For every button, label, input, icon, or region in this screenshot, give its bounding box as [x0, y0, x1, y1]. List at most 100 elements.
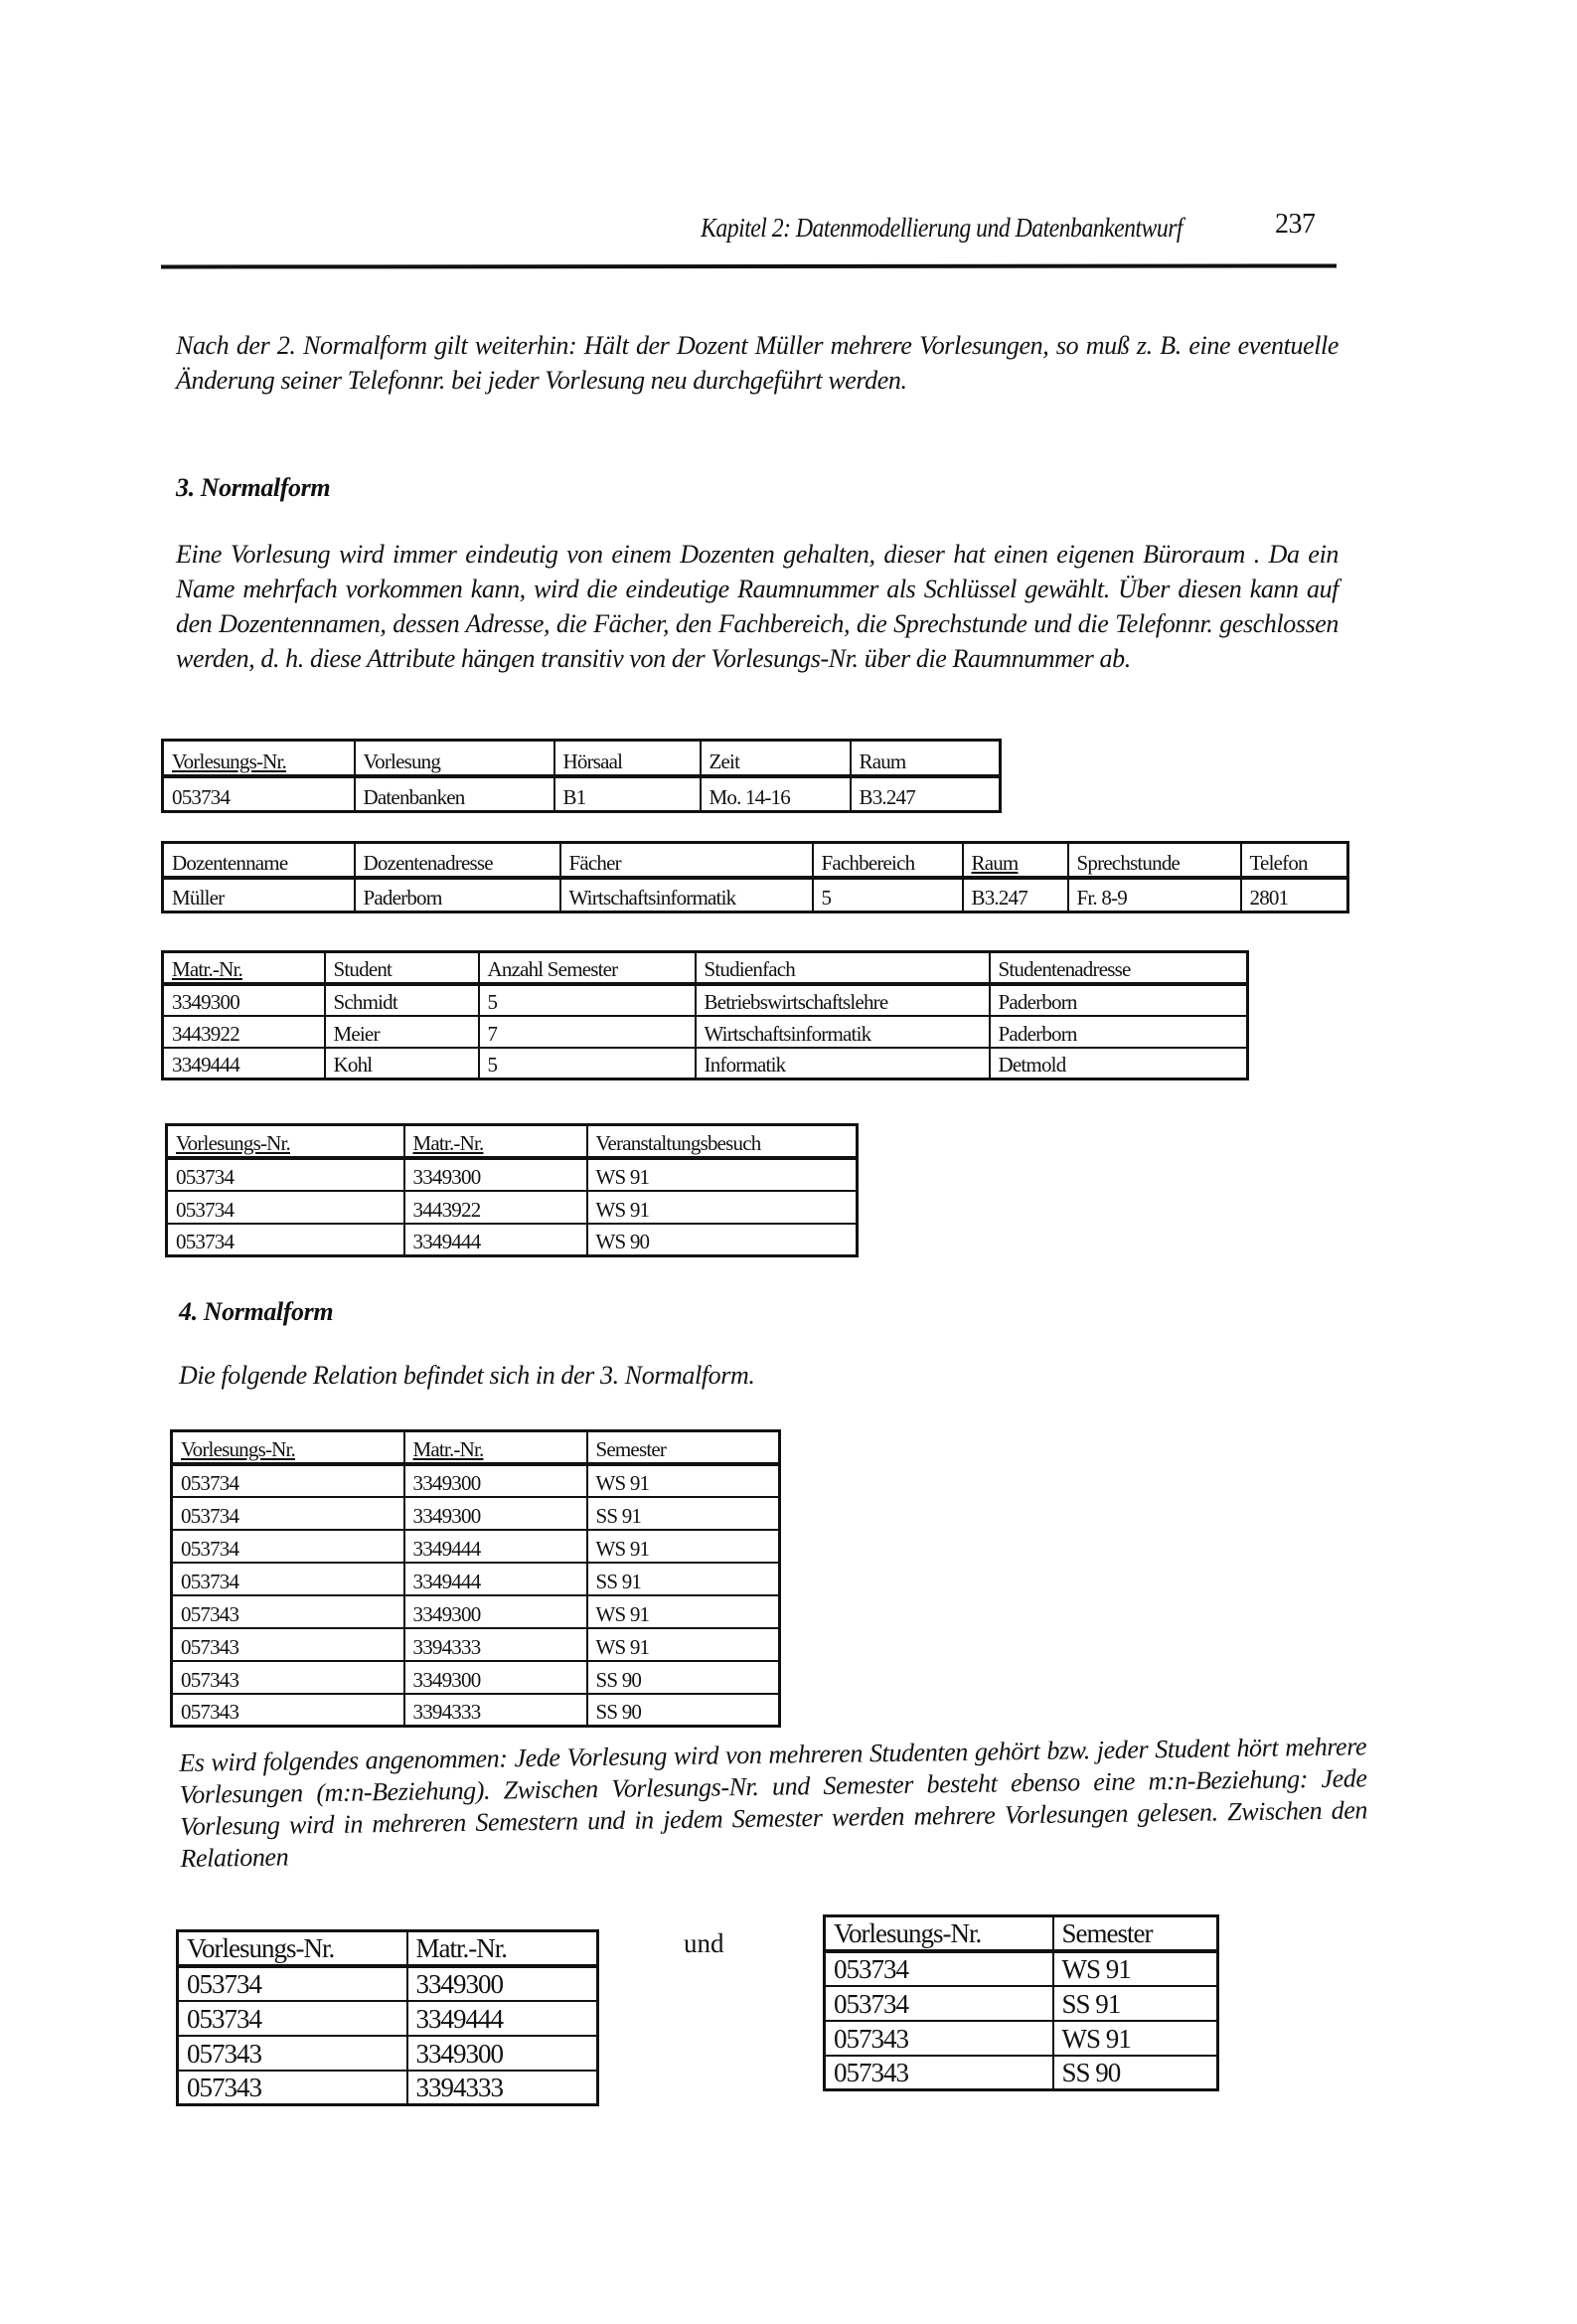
table-row: 057343 3349300 — [176, 2034, 599, 2072]
table-cell: 053734 — [176, 1999, 408, 2037]
column-header: Matr.-Nr. — [161, 950, 326, 986]
column-header: Vorlesungs-Nr. — [161, 739, 356, 778]
table-row: 053734 SS 91 — [823, 1984, 1219, 2022]
table-vorlesung-student-semester: Vorlesungs-Nr. Matr.-Nr. Semester 053734 334… — [170, 1429, 781, 1728]
table-cell: 7 — [477, 1014, 697, 1049]
column-header: Hörsaal — [552, 739, 702, 778]
column-header: Studienfach — [694, 950, 991, 986]
column-header: Sprechstunde — [1066, 841, 1242, 880]
chapter-title: Kapitel 2: Datenmodellierung und Datenba… — [701, 213, 1183, 243]
table-row: 053734 Datenbanken B1 Mo. 14-16 B3.247 — [161, 774, 1002, 813]
table-cell: 2801 — [1239, 876, 1349, 913]
table-cell: 3394333 — [402, 1692, 588, 1728]
table-row: 053734 3349444 WS 91 — [170, 1528, 781, 1564]
table-cell: Mo. 14-16 — [699, 774, 852, 813]
table-cell: Detmold — [988, 1046, 1249, 1080]
column-header: Vorlesungs-Nr. — [823, 1914, 1054, 1953]
table-cell: WS 90 — [585, 1222, 859, 1257]
column-header: Vorlesungs-Nr. — [165, 1123, 405, 1160]
table-row: 053734 3349444 WS 90 — [165, 1222, 859, 1257]
table-header-row: Vorlesungs-Nr. Semester — [823, 1914, 1219, 1953]
table-header-row: Vorlesungs-Nr. Matr.-Nr. Veranstaltungsbes… — [165, 1123, 859, 1160]
table-cell: 053734 — [170, 1561, 405, 1596]
table-student: Matr.-Nr. Student Anzahl Semester Studienfa… — [161, 950, 1249, 1080]
column-header: Vorlesung — [353, 739, 555, 778]
table-vorlesung-semester: Vorlesungs-Nr. Semester 053734 WS 91 053734 S… — [823, 1914, 1219, 2091]
table-cell: 3349300 — [402, 1156, 588, 1192]
column-header: Dozentenadresse — [353, 841, 561, 880]
table-cell: 053734 — [165, 1156, 405, 1192]
table-cell: 053734 — [170, 1495, 405, 1531]
table-row: 053734 3349444 — [176, 1999, 599, 2037]
table-row: 3349444 Kohl 5 Informatik Detmold — [161, 1046, 1249, 1080]
column-header: Semester — [1051, 1914, 1219, 1953]
paragraph-3nf: Eine Vorlesung wird immer eindeutig von … — [176, 540, 1339, 673]
table-cell: 057343 — [176, 2069, 408, 2106]
table-cell: 057343 — [176, 2034, 408, 2072]
table-cell: WS 91 — [585, 1189, 859, 1225]
table-row: Müller Paderborn Wirtschaftsinformatik 5 B3.… — [161, 876, 1349, 913]
table-cell: 3349444 — [402, 1561, 588, 1596]
table-cell: WS 91 — [1051, 1949, 1219, 1987]
table-cell: 5 — [811, 876, 964, 913]
table-row: 053734 3443922 WS 91 — [165, 1189, 859, 1225]
table-cell: WS 91 — [1051, 2019, 1219, 2057]
column-header: Veranstaltungsbesuch — [585, 1123, 859, 1160]
table-row: 057343 SS 90 — [823, 2054, 1219, 2091]
table-cell: 3394333 — [402, 1626, 588, 1662]
column-header: Studentenadresse — [988, 950, 1249, 986]
paragraph-4nf-assumption: Es wird folgendes angenommen: Jede Vorle… — [179, 1732, 1368, 1873]
table-cell: Wirtschaftsinformatik — [694, 1014, 991, 1049]
column-header: Zeit — [699, 739, 852, 778]
table-cell: WS 91 — [585, 1593, 781, 1629]
paragraph-2nf-note: Nach der 2. Normalform gilt weiterhin: H… — [176, 331, 1339, 395]
table-row: 3349300 Schmidt 5 Betriebswirtschaftslehre P… — [161, 982, 1249, 1017]
table-cell: B3.247 — [849, 774, 1002, 813]
table-cell: 3349300 — [405, 2034, 599, 2072]
column-header: Telefon — [1239, 841, 1349, 880]
table-cell: B1 — [552, 774, 702, 813]
table-cell: WS 91 — [585, 1462, 781, 1498]
table-cell: WS 91 — [585, 1156, 859, 1192]
table-row: 053734 3349300 WS 91 — [165, 1156, 859, 1192]
column-header: Vorlesungs-Nr. — [176, 1929, 408, 1968]
table-cell: Meier — [323, 1014, 480, 1049]
table-cell: 3349300 — [402, 1593, 588, 1629]
column-header: Semester — [585, 1429, 781, 1466]
table-row: 053734 3349444 SS 91 — [170, 1561, 781, 1596]
table-cell: 057343 — [823, 2019, 1054, 2057]
column-header: Student — [323, 950, 480, 986]
table-cell: SS 90 — [1051, 2054, 1219, 2091]
table-cell: 3443922 — [402, 1189, 588, 1225]
table-cell: Betriebswirtschaftslehre — [694, 982, 991, 1017]
table-cell: SS 90 — [585, 1659, 781, 1695]
table-row: 057343 3349300 SS 90 — [170, 1659, 781, 1695]
table-header-row: Vorlesungs-Nr. Vorlesung Hörsaal Zeit Raum — [161, 739, 1002, 778]
table-cell: 053734 — [176, 1964, 408, 2002]
table-row: 057343 3349300 WS 91 — [170, 1593, 781, 1629]
table-cell: 057343 — [170, 1593, 405, 1629]
table-cell: Datenbanken — [353, 774, 555, 813]
column-header: Matr.-Nr. — [405, 1929, 599, 1968]
table-cell: 053734 — [823, 1984, 1054, 2022]
table-row: 053734 3349300 SS 91 — [170, 1495, 781, 1531]
table-cell: 3394333 — [405, 2069, 599, 2106]
heading-4nf: 4. Normalform — [179, 1297, 334, 1326]
table-cell: 053734 — [170, 1462, 405, 1498]
table-cell: 3349444 — [402, 1528, 588, 1564]
table-cell: 3349300 — [402, 1462, 588, 1498]
table-row: 3443922 Meier 7 Wirtschaftsinformatik Paderb… — [161, 1014, 1249, 1049]
table-cell: 053734 — [161, 774, 356, 813]
column-header: Fächer — [558, 841, 814, 880]
table-cell: B3.247 — [961, 876, 1069, 913]
table-dozent: Dozentenname Dozentenadresse Fächer Fachber… — [161, 841, 1349, 913]
column-header: Matr.-Nr. — [402, 1123, 588, 1160]
column-header: Matr.-Nr. — [402, 1429, 588, 1466]
table-row: 053734 3349300 — [176, 1964, 599, 2002]
table-row: 057343 3394333 SS 90 — [170, 1692, 781, 1728]
paragraph-4nf-intro: Die folgende Relation befindet sich in d… — [179, 1361, 755, 1390]
table-cell: WS 91 — [585, 1626, 781, 1662]
table-header-row: Vorlesungs-Nr. Matr.-Nr. Semester — [170, 1429, 781, 1466]
header-rule — [160, 263, 1338, 269]
table-cell: 053734 — [165, 1222, 405, 1257]
